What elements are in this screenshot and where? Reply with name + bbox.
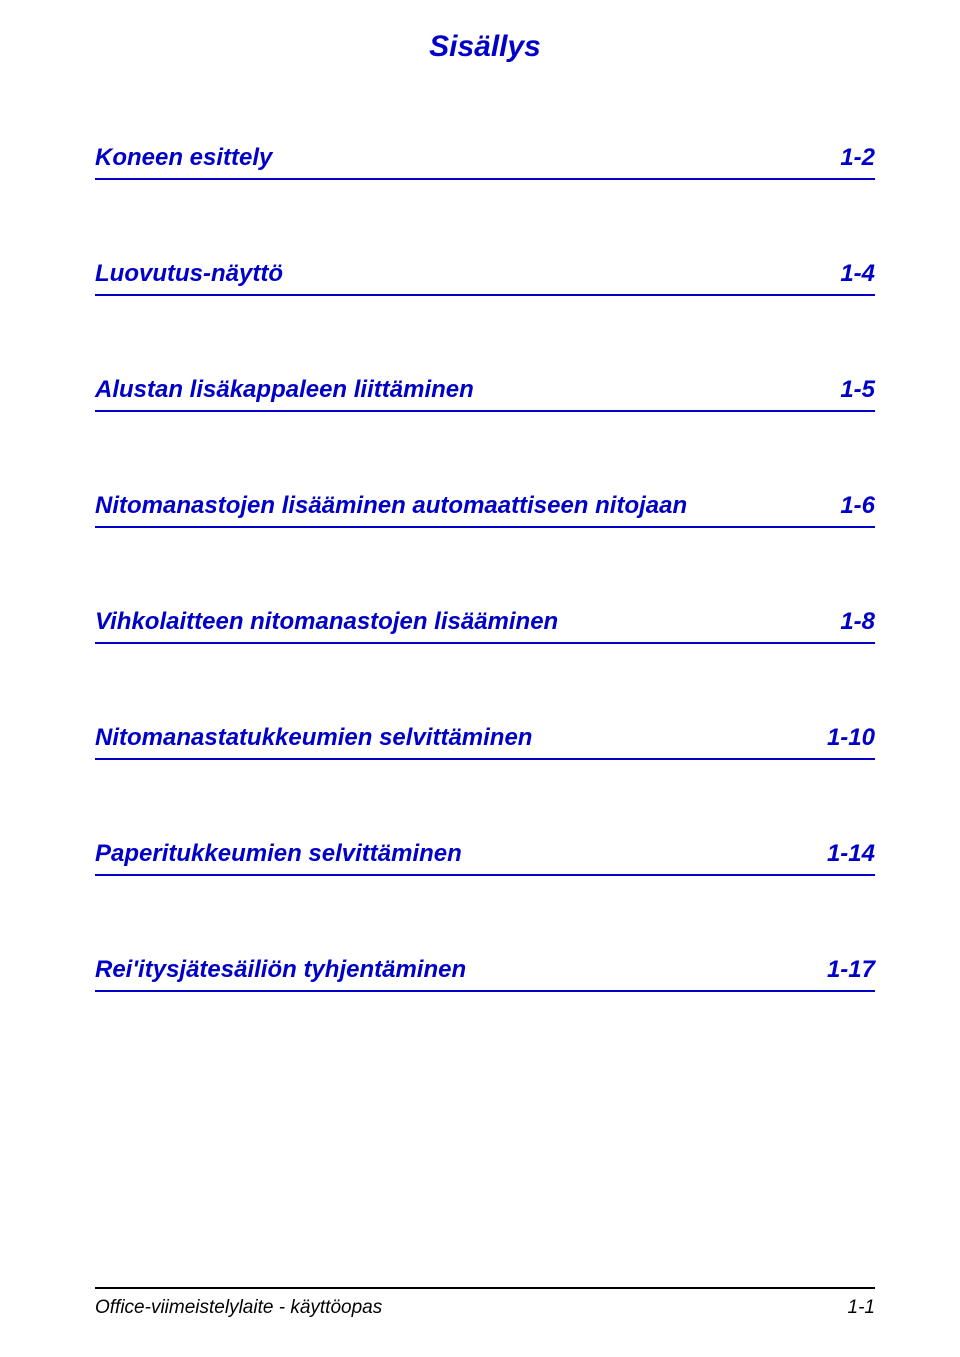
toc-entry-label: Nitomanastojen lisääminen automaattiseen… (95, 492, 687, 520)
toc-entry[interactable]: Nitomanastatukkeumien selvittäminen 1-10 (95, 724, 875, 760)
toc-entry[interactable]: Koneen esittely 1-2 (95, 144, 875, 180)
page-footer: Office-viimeistelylaite - käyttöopas 1-1 (95, 1287, 875, 1319)
toc-entry-label: Paperitukkeumien selvittäminen (95, 840, 462, 868)
footer-page-number: 1-1 (848, 1297, 875, 1319)
toc-entry[interactable]: Rei'itysjätesäiliön tyhjentäminen 1-17 (95, 956, 875, 992)
toc-entry[interactable]: Vihkolaitteen nitomanastojen lisääminen … (95, 608, 875, 644)
toc-entry-page: 1-8 (805, 608, 875, 636)
toc-entry-page: 1-6 (805, 492, 875, 520)
toc-entry-label: Alustan lisäkappaleen liittäminen (95, 376, 474, 404)
toc-entry-label: Luovutus-näyttö (95, 260, 283, 288)
toc-entry-label: Rei'itysjätesäiliön tyhjentäminen (95, 956, 466, 984)
toc-entry-page: 1-10 (805, 724, 875, 752)
footer-left-text: Office-viimeistelylaite - käyttöopas (95, 1297, 382, 1319)
toc-entry-page: 1-4 (805, 260, 875, 288)
toc-entry[interactable]: Paperitukkeumien selvittäminen 1-14 (95, 840, 875, 876)
toc-list: Koneen esittely 1-2 Luovutus-näyttö 1-4 … (95, 144, 875, 992)
toc-entry-page: 1-17 (805, 956, 875, 984)
toc-entry-page: 1-5 (805, 376, 875, 404)
page-title: Sisällys (95, 30, 875, 64)
toc-entry[interactable]: Alustan lisäkappaleen liittäminen 1-5 (95, 376, 875, 412)
toc-entry-page: 1-2 (805, 144, 875, 172)
toc-entry[interactable]: Luovutus-näyttö 1-4 (95, 260, 875, 296)
toc-entry-page: 1-14 (805, 840, 875, 868)
page: Sisällys Koneen esittely 1-2 Luovutus-nä… (0, 0, 960, 1357)
toc-entry-label: Koneen esittely (95, 144, 272, 172)
toc-entry[interactable]: Nitomanastojen lisääminen automaattiseen… (95, 492, 875, 528)
toc-entry-label: Vihkolaitteen nitomanastojen lisääminen (95, 608, 558, 636)
toc-entry-label: Nitomanastatukkeumien selvittäminen (95, 724, 532, 752)
